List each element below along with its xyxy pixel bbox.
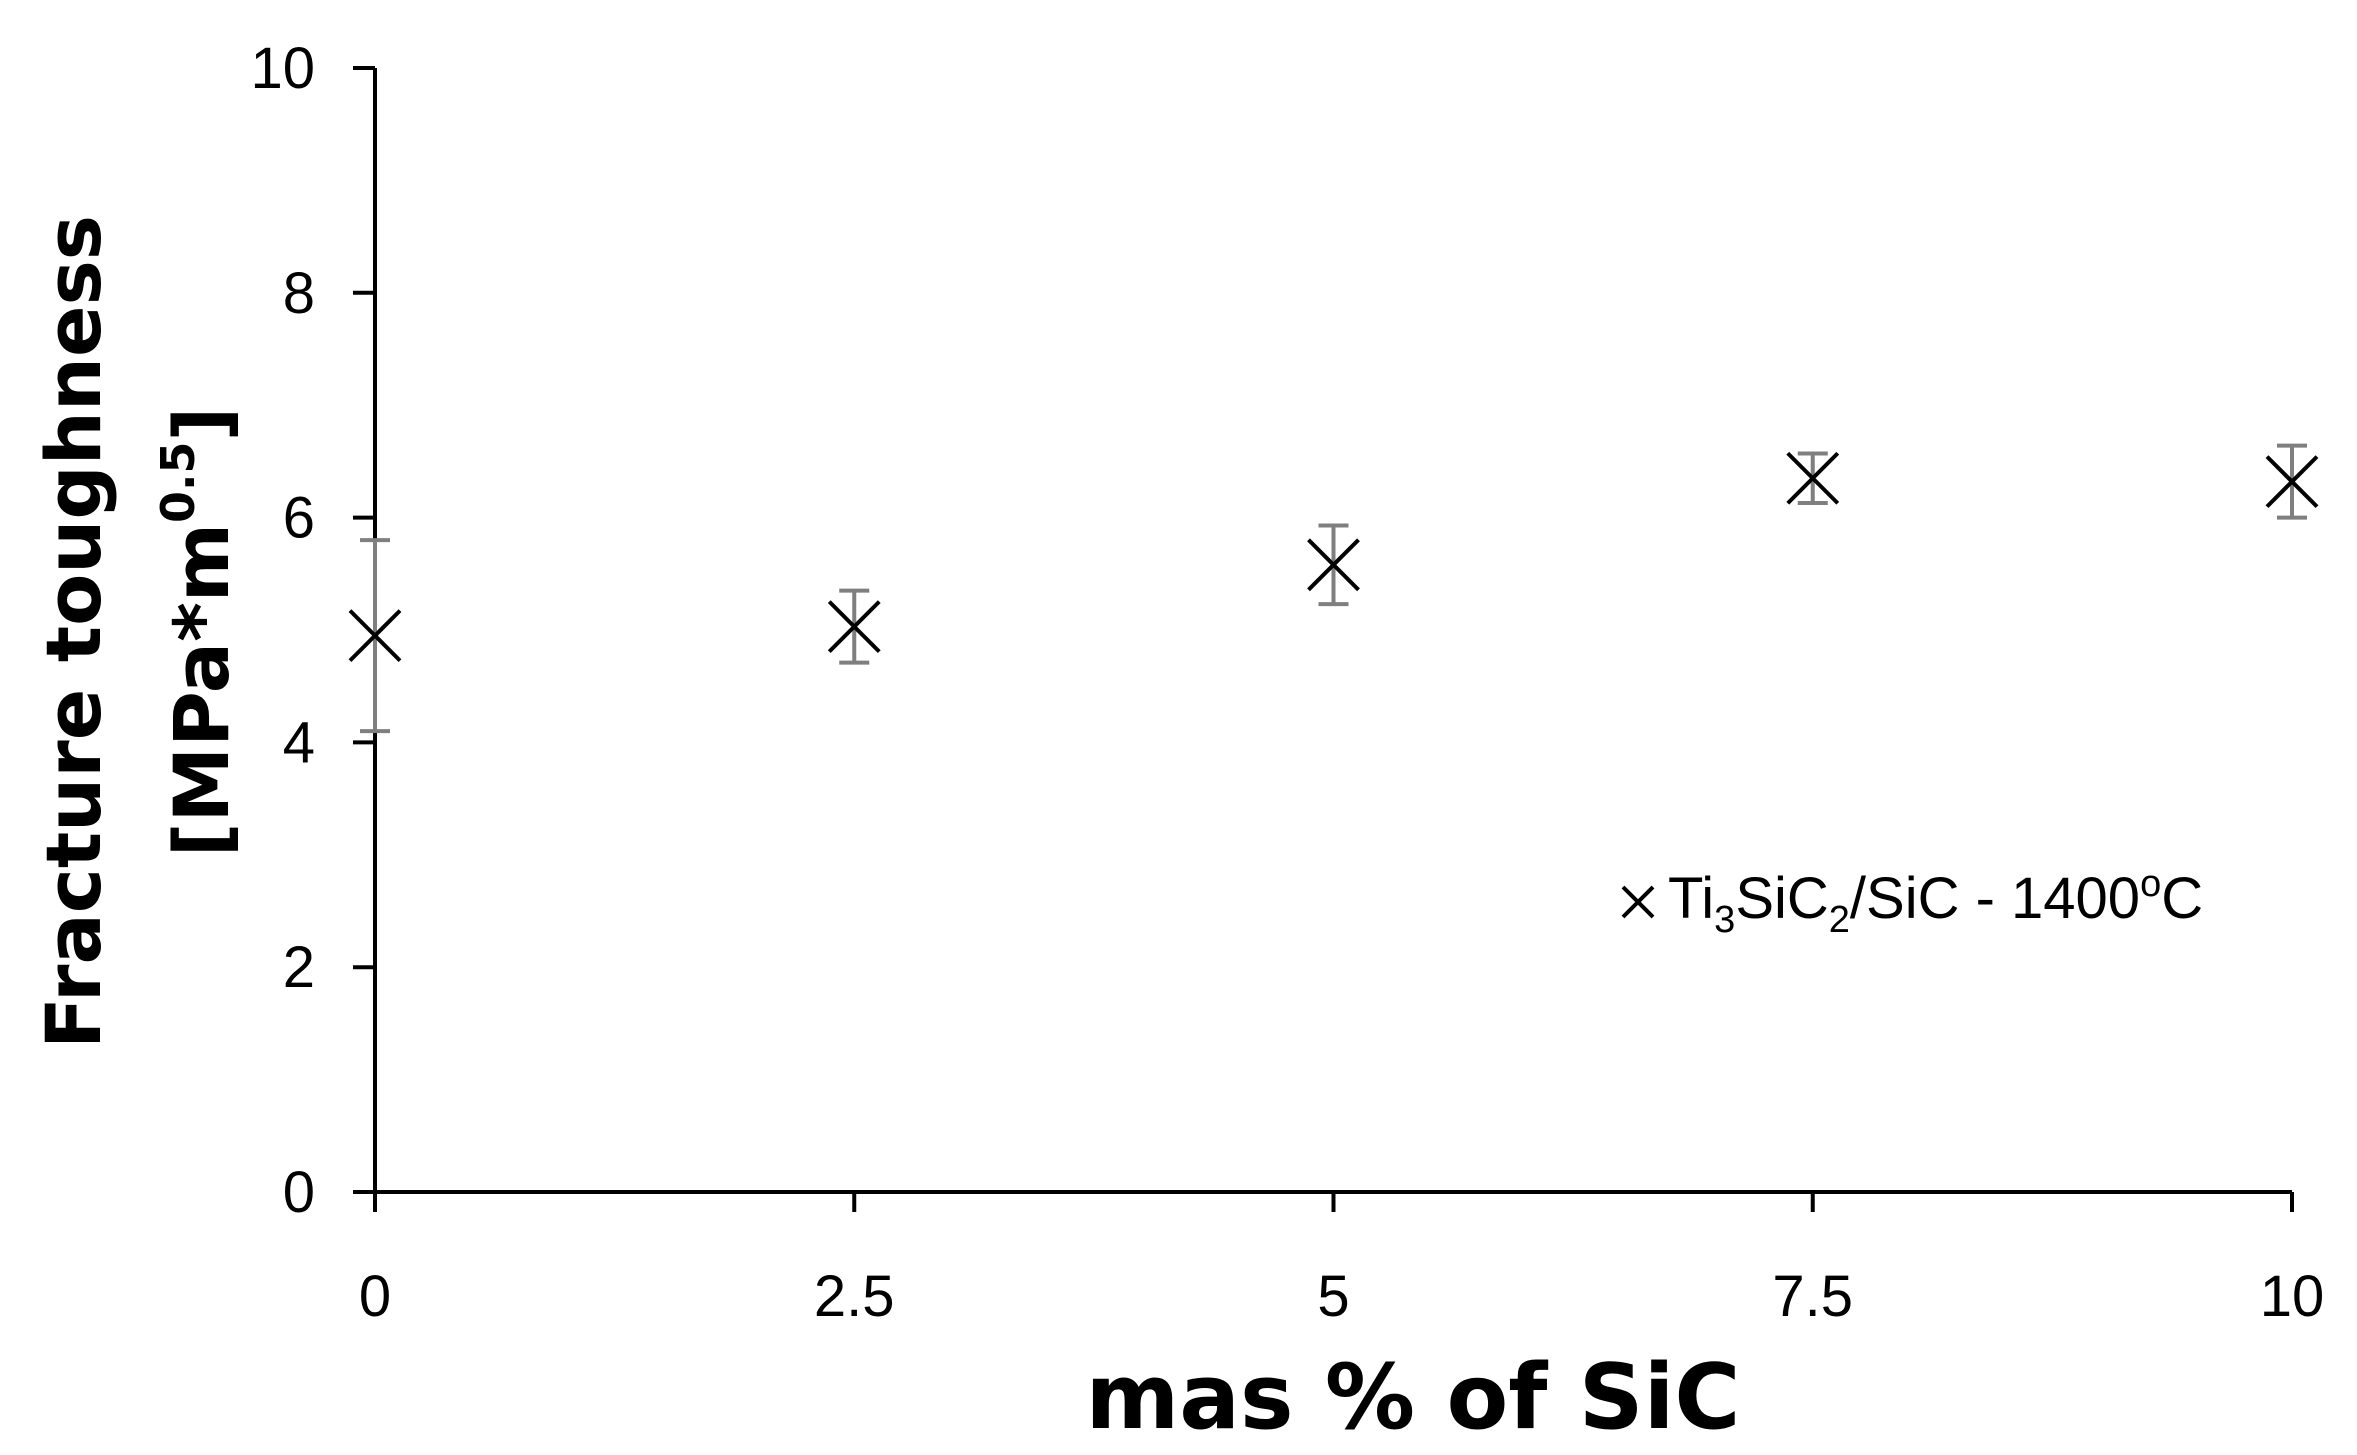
legend-label: Ti3SiC2/SiC - 1400oC [1668, 863, 2203, 941]
data-point [1307, 523, 1360, 607]
x-axis-title: mas % of SiC [1086, 1345, 1741, 1450]
legend: Ti3SiC2/SiC - 1400oC [1621, 863, 2203, 941]
y-axis-title: Fracture toughness [MPa*m0.5] [29, 215, 246, 1049]
x-marker-stroke [827, 600, 881, 654]
x-marker-stroke [1307, 538, 1360, 592]
y-axis-unit-base: [MPa*m [157, 523, 246, 857]
tick-labels: 0 2 4 6 8 10 0 2.5 5 7.5 10 [250, 36, 2324, 1329]
legend-x-stroke [1621, 885, 1655, 919]
y-tick-label: 8 [283, 261, 315, 326]
y-tick-label: 0 [283, 1160, 315, 1225]
x-tick-label: 5 [1317, 1264, 1349, 1329]
tick-marks [353, 66, 2294, 1212]
legend-label-superscript: o [2140, 863, 2161, 905]
x-tick-label: 2.5 [814, 1264, 895, 1329]
x-tick-label: 0 [359, 1264, 391, 1329]
x-marker-stroke [1786, 451, 1840, 505]
legend-marker-x-icon [1621, 885, 1655, 919]
y-tick-label: 6 [283, 486, 315, 551]
x-marker-stroke [2265, 455, 2319, 509]
legend-label-part: SiC [1735, 866, 1828, 931]
axes [373, 68, 2292, 1194]
legend-label-part: C [2161, 866, 2203, 931]
legend-label-subscript: 3 [1714, 899, 1735, 941]
x-tick-label: 10 [2260, 1264, 2325, 1329]
y-axis-title-line2: [MPa*m0.5] [151, 407, 246, 857]
data-point [827, 588, 881, 665]
y-tick-label: 10 [250, 36, 315, 101]
y-tick-label: 4 [283, 710, 315, 775]
y-axis-title-line1: Fracture toughness [29, 215, 118, 1049]
x-tick-label: 7.5 [1772, 1264, 1853, 1329]
x-marker-stroke [348, 609, 402, 663]
legend-label-part: Ti [1668, 866, 1714, 931]
data-point [348, 538, 402, 734]
data-point [2265, 443, 2319, 520]
y-axis-unit-exponent: 0.5 [151, 441, 205, 523]
data-point [1786, 451, 1840, 505]
y-axis-unit-close: ] [157, 407, 246, 442]
data-marks [348, 443, 2319, 734]
legend-label-subscript: 2 [1829, 899, 1850, 941]
legend-label-part: /SiC - 1400 [1850, 866, 2140, 931]
y-tick-label: 2 [283, 935, 315, 1000]
